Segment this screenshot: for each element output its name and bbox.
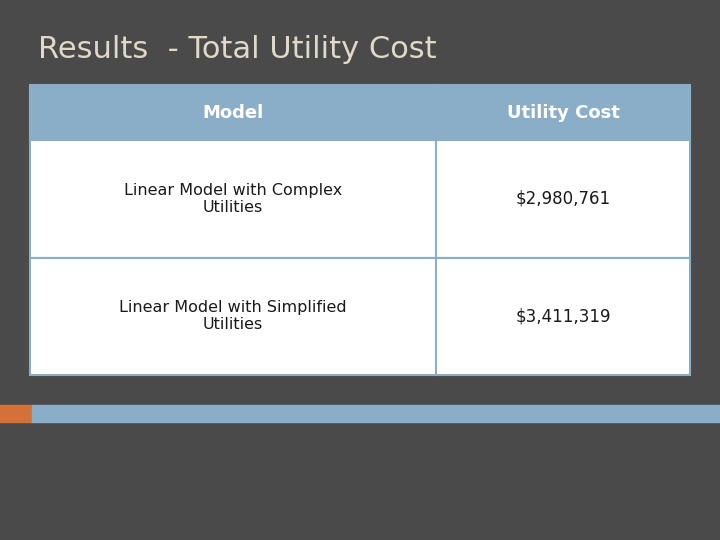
Bar xyxy=(30,85,690,140)
Bar xyxy=(30,258,690,375)
Text: Linear Model with Simplified
Utilities: Linear Model with Simplified Utilities xyxy=(119,300,347,333)
Bar xyxy=(0,405,32,422)
Text: $3,411,319: $3,411,319 xyxy=(516,307,611,325)
Bar xyxy=(30,140,690,258)
Text: $2,980,761: $2,980,761 xyxy=(516,190,611,208)
Text: Utility Cost: Utility Cost xyxy=(506,104,619,122)
Bar xyxy=(32,405,720,422)
Text: Linear Model with Complex
Utilities: Linear Model with Complex Utilities xyxy=(124,183,342,215)
Text: Model: Model xyxy=(202,104,264,122)
Text: Results  - Total Utility Cost: Results - Total Utility Cost xyxy=(38,36,436,64)
